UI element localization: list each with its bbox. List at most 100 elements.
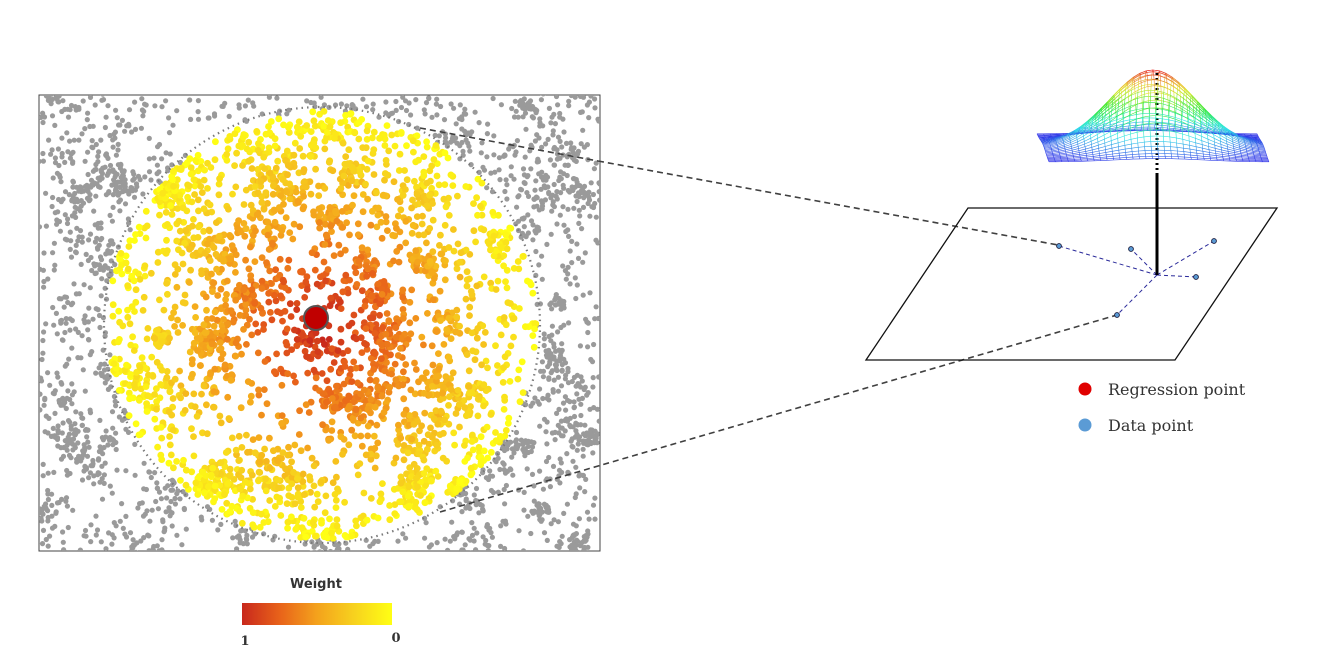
outside-data-point	[266, 95, 272, 100]
outside-data-point	[571, 157, 578, 163]
weighted-data-point	[354, 231, 362, 239]
weighted-data-point	[186, 279, 193, 286]
weighted-data-point	[313, 490, 321, 498]
outside-data-point	[82, 320, 88, 326]
weighted-data-point	[281, 284, 289, 291]
weighted-data-point	[298, 524, 306, 532]
outside-data-point	[63, 294, 70, 300]
weighted-data-point	[229, 318, 237, 326]
weighted-data-point	[181, 299, 189, 307]
weighted-data-point	[344, 289, 352, 297]
weighted-data-point	[286, 195, 294, 203]
weighted-data-point	[450, 429, 458, 437]
weighted-data-point	[130, 277, 138, 285]
weighted-data-point	[283, 325, 291, 333]
outside-data-point	[585, 344, 591, 350]
weighted-data-point	[156, 198, 164, 206]
outside-data-point	[515, 114, 521, 120]
weighted-data-point	[163, 236, 170, 244]
weighted-data-point	[163, 368, 171, 375]
weighted-data-point	[151, 415, 159, 423]
weighted-data-point	[197, 158, 205, 165]
weighted-data-point	[310, 211, 318, 219]
outside-data-point	[581, 546, 587, 551]
weighted-data-point	[495, 211, 502, 219]
weighted-data-point	[429, 216, 437, 224]
weighted-data-point	[370, 432, 378, 440]
outside-data-point	[118, 162, 124, 168]
weighted-data-point	[262, 487, 270, 495]
weighted-data-point	[193, 334, 201, 342]
weighted-data-point	[226, 133, 234, 140]
outside-data-point	[60, 539, 66, 545]
weighted-data-point	[501, 396, 509, 404]
outside-data-point	[423, 100, 430, 106]
outside-data-point	[574, 391, 580, 397]
weighted-data-point	[373, 421, 381, 429]
weighted-data-point	[209, 288, 216, 295]
outside-data-point	[363, 537, 369, 543]
outside-data-point	[76, 234, 82, 240]
outside-data-point	[570, 444, 576, 450]
weighted-data-point	[277, 309, 285, 317]
weighted-data-point	[339, 450, 346, 458]
outside-data-point	[496, 167, 502, 173]
outside-data-point	[476, 120, 482, 126]
weighted-data-point	[412, 366, 420, 373]
weighted-data-point	[392, 454, 400, 462]
outside-data-point	[123, 513, 129, 520]
weighted-data-point	[441, 416, 448, 424]
outside-data-point	[581, 144, 588, 150]
weighted-data-point	[386, 502, 393, 509]
weighted-data-point	[427, 424, 434, 432]
weighted-data-point	[251, 449, 259, 457]
outside-data-point	[490, 95, 496, 102]
weighted-data-point	[433, 328, 441, 335]
weighted-data-point	[399, 488, 407, 496]
weighted-data-point	[408, 435, 416, 443]
weighted-data-point	[348, 378, 356, 385]
weighted-data-point	[226, 508, 234, 515]
outside-data-point	[144, 508, 150, 514]
outside-data-point	[65, 418, 72, 424]
kernel-mesh-line	[1162, 109, 1170, 112]
weighted-data-point	[384, 171, 392, 179]
weighted-data-point	[449, 182, 457, 190]
weighted-data-point	[428, 269, 436, 277]
weighted-data-point	[332, 458, 340, 465]
outside-data-point	[174, 532, 180, 538]
weighted-data-point	[303, 286, 311, 293]
outside-data-point	[63, 405, 69, 412]
weighted-data-point	[288, 513, 295, 521]
weighted-data-point	[154, 326, 162, 334]
weighted-data-point	[171, 271, 179, 278]
weighted-data-point	[426, 391, 433, 399]
kernel-mesh-line	[1169, 110, 1176, 114]
weighted-data-point	[364, 264, 372, 272]
outside-data-point	[469, 550, 472, 551]
outside-data-point	[104, 153, 110, 159]
weighted-data-point	[294, 197, 302, 205]
weighted-data-point	[353, 281, 361, 288]
weighted-data-point	[142, 383, 150, 390]
weighted-data-point	[249, 436, 257, 443]
outside-data-point	[51, 322, 57, 328]
weighted-data-point	[125, 389, 133, 397]
outside-data-point	[56, 296, 63, 302]
outside-data-point	[525, 212, 531, 218]
outside-data-point	[88, 522, 94, 528]
outside-data-point	[569, 260, 575, 266]
weighted-data-point	[480, 381, 488, 389]
weighted-data-point	[507, 300, 514, 307]
outside-data-point	[487, 525, 493, 531]
weighted-data-point	[299, 205, 307, 213]
weighted-data-point	[132, 231, 139, 238]
outside-data-point	[450, 498, 456, 504]
outside-data-point	[555, 519, 562, 525]
outside-data-point	[62, 329, 68, 336]
weighted-data-point	[394, 352, 402, 359]
weighted-data-point	[502, 278, 509, 285]
weighted-data-point	[240, 286, 248, 294]
outside-data-point	[463, 137, 469, 143]
weighted-data-point	[127, 341, 135, 349]
